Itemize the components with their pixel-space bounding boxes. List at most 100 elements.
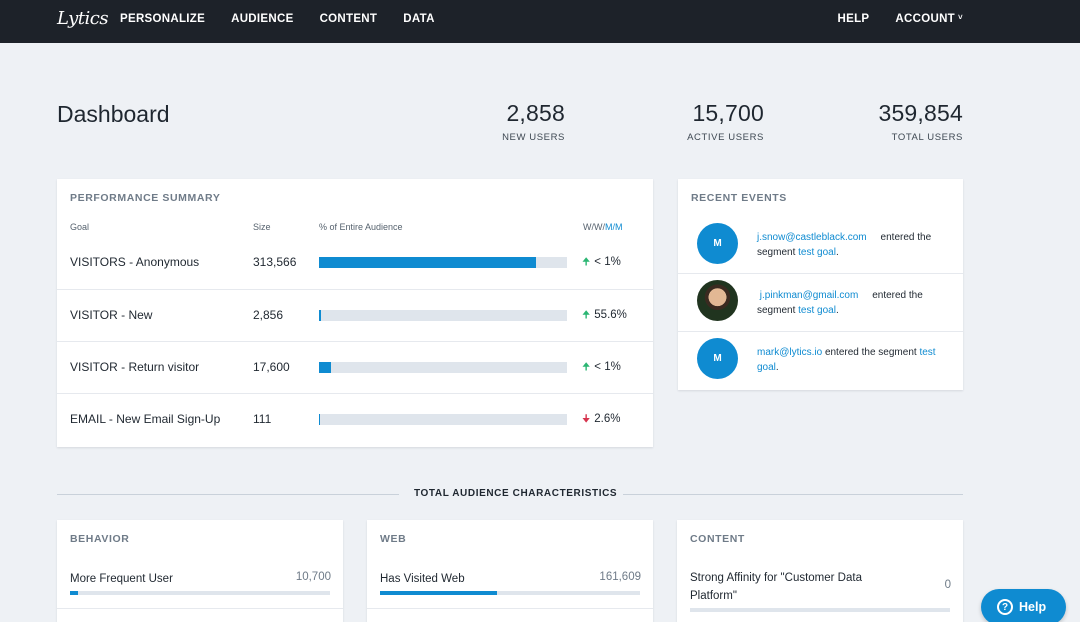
table-row[interactable]: VISITOR - Return visitor 17,600 🠉 < 1% [57,341,653,393]
trend-text: < 1% [594,256,621,268]
goal-name: EMAIL - New Email Sign-Up [70,412,221,426]
trend-text: 55.6% [594,309,627,321]
nav-data[interactable]: DATA [403,13,435,25]
audience-bar-fill [319,362,331,373]
characteristic-bar-track [690,608,950,612]
characteristic-label[interactable]: Has Visited Web [380,573,465,585]
help-label: Help [1019,600,1047,614]
avatar[interactable]: M [697,223,738,264]
section-divider-right [623,494,963,495]
account-label: ACCOUNT [895,13,956,25]
web-card: WEB Has Visited Web 161,609 [367,520,653,622]
stat-value: 2,858 [506,100,565,126]
avatar[interactable] [697,280,738,321]
secondary-nav: HELP ACCOUNT ˅ [812,13,963,25]
trend-value: 🠋 2.6% [582,412,621,429]
event-segment-link[interactable]: test goal [798,247,836,258]
column-header-goal: Goal [70,222,90,232]
card-title: WEB [380,533,407,545]
event-action: entered the segment [757,232,932,258]
nav-content[interactable]: CONTENT [319,13,378,25]
help-button[interactable]: ? Help [981,589,1066,622]
behavior-card: BEHAVIOR More Frequent User 10,700 [57,520,343,622]
goal-name: VISITOR - New [70,308,153,322]
lytics-logo[interactable]: Lytics [57,8,109,29]
characteristic-value: 0 [944,579,951,591]
nav-account[interactable]: ACCOUNT ˅ [895,13,963,25]
column-header-change[interactable]: W/W/M/M [583,222,623,232]
ww-toggle[interactable]: W/W/ [583,222,605,232]
audience-bar-track [319,414,567,425]
event-punct: . [775,362,779,373]
characteristic-bar-fill [380,591,497,595]
content-card: CONTENT Strong Affinity for "Customer Da… [677,520,963,622]
stat-label: NEW USERS [502,132,565,143]
goal-size: 313,566 [253,255,297,269]
divider [57,608,343,609]
event-punct: . [835,305,839,316]
event-text: mark@lytics.io entered the segment test … [757,345,953,375]
event-text: j.pinkman@gmail.com entered the segment … [757,288,953,318]
characteristic-label[interactable]: More Frequent User [70,573,173,585]
event-item: j.pinkman@gmail.com entered the segment … [678,273,963,331]
divider [367,608,653,609]
goal-size: 2,856 [253,308,284,322]
card-title: PERFORMANCE SUMMARY [70,192,221,204]
characteristic-bar-track [70,591,330,595]
performance-summary-card: PERFORMANCE SUMMARY Goal Size % of Entir… [57,179,653,447]
page-title: Dashboard [57,101,170,127]
event-user-link[interactable]: j.snow@castleblack.com [757,232,867,243]
section-divider-left [57,494,399,495]
arrow-up-icon: 🠉 [582,257,591,268]
event-item: M mark@lytics.io entered the segment tes… [678,331,963,389]
avatar[interactable]: M [697,338,738,379]
stat-total-users: 359,854 TOTAL USERS [878,100,963,143]
trend-text: < 1% [594,361,621,373]
event-item: M j.snow@castleblack.com entered the seg… [678,217,963,275]
chevron-down-icon: ˅ [958,13,963,22]
event-action: entered the segment [824,347,917,358]
audience-bar-track [319,362,567,373]
characteristic-bar-fill [70,591,78,595]
nav-personalize[interactable]: PERSONALIZE [120,13,206,25]
characteristic-label[interactable]: Strong Affinity for "Customer Data Platf… [690,572,862,602]
mm-toggle[interactable]: M/M [605,222,623,232]
trend-text: 2.6% [594,413,621,425]
stat-new-users: 2,858 NEW USERS [502,100,565,143]
stat-value: 359,854 [878,100,963,126]
audience-bar-fill [319,310,321,321]
event-segment-link[interactable]: test goal [757,347,936,373]
stat-label: ACTIVE USERS [687,132,764,143]
main-nav-links: PERSONALIZE AUDIENCE CONTENT DATA [120,13,461,25]
goal-size: 111 [253,412,272,426]
column-header-pct: % of Entire Audience [319,222,403,232]
nav-help[interactable]: HELP [837,13,870,25]
stat-value: 15,700 [692,100,764,126]
event-user-link[interactable]: j.pinkman@gmail.com [759,290,859,301]
section-title: TOTAL AUDIENCE CHARACTERISTICS [414,488,618,499]
table-row[interactable]: EMAIL - New Email Sign-Up 111 🠋 2.6% [57,393,653,445]
stat-active-users: 15,700 ACTIVE USERS [687,100,764,143]
event-user-link[interactable]: mark@lytics.io [757,347,823,358]
recent-events-card: RECENT EVENTS M j.snow@castleblack.com e… [678,179,963,390]
card-title: BEHAVIOR [70,533,130,545]
stat-label: TOTAL USERS [891,132,963,143]
card-title: RECENT EVENTS [691,192,787,204]
column-header-size: Size [253,222,271,232]
event-segment-link[interactable]: test goal [798,305,836,316]
event-action: entered the segment [757,290,923,316]
arrow-down-icon: 🠋 [582,414,591,425]
characteristic-value: 10,700 [295,571,331,583]
goal-name: VISITOR - Return visitor [70,360,200,374]
table-row[interactable]: VISITORS - Anonymous 313,566 🠉 < 1% [57,237,653,289]
table-row[interactable]: VISITOR - New 2,856 🠉 55.6% [57,289,653,341]
characteristic-value: 161,609 [599,571,641,583]
audience-bar-track [319,257,567,268]
trend-value: 🠉 55.6% [582,308,627,325]
top-navigation: Lytics PERSONALIZE AUDIENCE CONTENT DATA… [0,0,1080,43]
characteristic-bar-track [380,591,640,595]
card-title: CONTENT [690,533,745,545]
nav-audience[interactable]: AUDIENCE [231,13,294,25]
trend-value: 🠉 < 1% [582,255,621,272]
goal-name: VISITORS - Anonymous [70,255,200,269]
